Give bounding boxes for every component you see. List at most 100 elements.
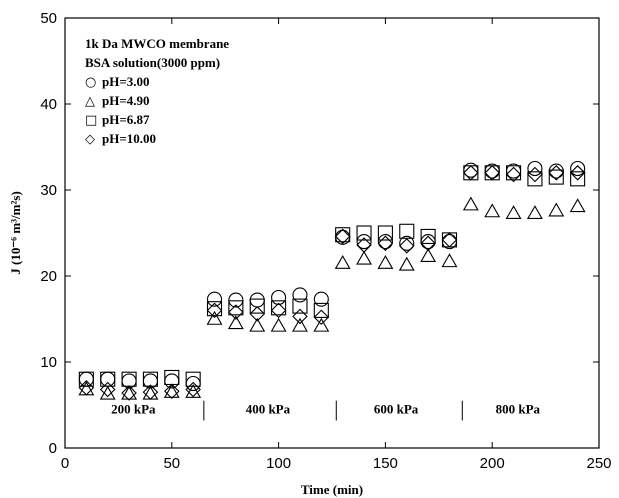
marker-circle [527,160,543,177]
legend-entry: ◇ pH=10.00 [85,131,156,147]
marker-square [78,371,94,387]
marker-triangle [292,317,308,332]
marker-triangle [484,203,501,218]
marker-diamond [164,383,180,400]
x-axis-label: Time (min) [301,482,363,497]
marker-triangle [270,317,287,332]
annotation-text: 1k Da MWCO membrane [85,36,229,51]
legend-circle-icon: ○ [85,75,96,90]
data-marks [78,160,586,401]
marker-circle [185,375,201,392]
marker-square [164,369,180,386]
legend-label: pH=4.90 [102,93,150,108]
region-label: 200 kPa [111,402,156,417]
region-dividers [203,400,463,421]
x-tick-label: 150 [373,455,398,472]
marker-circle [399,235,415,251]
marker-square [313,302,329,318]
marker-triangle [441,253,458,268]
y-tick-label: 0 [49,440,57,457]
marker-square [506,165,522,181]
marker-diamond [548,165,565,181]
marker-diamond [142,384,159,400]
marker-triangle [420,248,437,263]
marker-triangle [462,196,479,211]
marker-triangle [206,310,223,325]
x-tick-label: 250 [586,455,611,472]
marker-diamond [121,385,137,401]
region-label: 800 kPa [496,402,541,417]
region-label: 600 kPa [374,402,419,417]
region-labels: 200 kPa 400 kPa 600 kPa 800 kPa [111,402,540,417]
marker-square [335,227,351,243]
marker-diamond [78,380,95,396]
marker-circle [271,289,287,306]
marker-circle [570,160,586,177]
x-tick-label: 100 [266,455,291,472]
marker-triangle [505,205,522,220]
marker-triangle [163,383,180,398]
legend-triangle-icon: △ [85,94,95,109]
marker-diamond [185,381,201,398]
series-square [78,165,586,387]
marker-diamond [484,165,500,181]
plot-frame [64,17,600,449]
legend-diamond-icon: ◇ [85,132,95,147]
region-label: 400 kPa [246,402,291,417]
marker-diamond [463,165,479,181]
marker-circle [206,291,223,307]
x-tick-label: 200 [480,455,505,472]
marker-triangle [569,198,586,213]
marker-circle [313,291,329,307]
marker-circle [228,292,244,308]
legend-label: pH=10.00 [102,131,156,146]
marker-triangle [142,385,159,400]
marker-square [570,171,586,187]
marker-diamond [313,309,330,326]
legend-entry: △ pH=4.90 [85,93,150,109]
marker-circle [292,287,308,303]
marker-triangle [185,383,202,398]
marker-square [206,301,223,317]
marker-circle [356,234,372,250]
legend-label: pH=6.87 [102,112,150,127]
y-tick-label: 50 [40,10,57,27]
marker-circle [377,234,393,250]
marker-diamond [270,302,287,319]
marker-circle [249,292,265,308]
marker-triangle [121,385,138,400]
marker-triangle [526,205,543,220]
marker-diamond [398,238,415,254]
marker-circle [78,371,94,387]
legend-entry: □ pH=6.87 [85,112,150,128]
marker-circle [100,371,116,387]
marker-square [548,169,564,185]
marker-triangle [249,317,266,332]
legend-square-icon: □ [85,113,97,128]
marker-triangle [377,254,394,269]
marker-triangle [227,315,244,330]
marker-diamond [334,228,351,245]
axis-ticks: 0 50 100 150 200 250 0 10 20 30 40 50 [40,10,611,472]
y-axis-label: J (10⁻⁶ m³/m²s) [8,191,23,275]
marker-square [420,228,436,244]
marker-diamond [505,166,522,183]
x-tick-label: 0 [61,455,69,472]
marker-diamond [441,232,458,248]
y-tick-label: 40 [40,96,57,113]
series-triangle [78,196,586,400]
marker-diamond [356,237,372,253]
marker-diamond [292,308,308,325]
marker-diamond [99,381,116,398]
marker-square [185,371,201,387]
marker-triangle [548,202,565,217]
marker-triangle [334,254,351,269]
marker-square [356,225,372,241]
marker-square [228,300,244,316]
marker-triangle [313,317,330,332]
marker-square [142,371,158,387]
marker-diamond [206,302,223,319]
marker-square [527,171,543,187]
marker-diamond [249,306,266,322]
